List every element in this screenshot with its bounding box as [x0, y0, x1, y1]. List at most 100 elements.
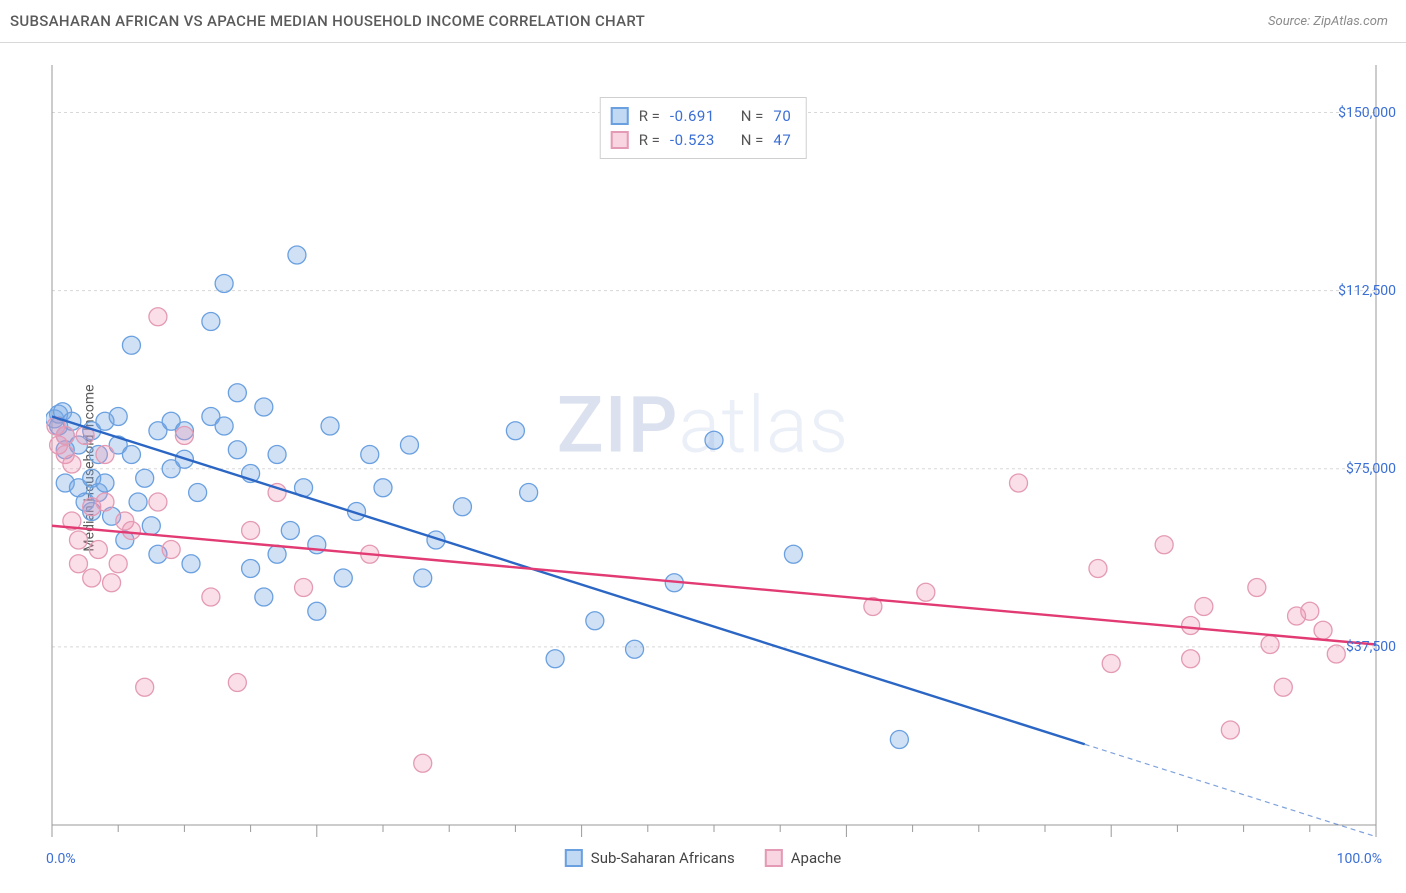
data-point-s1	[586, 612, 604, 630]
x-min-label: 0.0%	[46, 851, 76, 867]
data-point-s1	[268, 545, 286, 563]
data-point-s2	[96, 446, 114, 464]
chart-area: Median Household Income ZIPatlas $37,500…	[0, 43, 1406, 893]
data-point-s1	[242, 560, 260, 578]
data-point-s1	[626, 640, 644, 658]
data-point-s1	[255, 398, 273, 416]
data-point-s2	[69, 531, 87, 549]
data-point-s2	[56, 427, 74, 445]
data-point-s1	[784, 545, 802, 563]
data-point-s1	[142, 517, 160, 535]
data-point-s2	[149, 308, 167, 326]
data-point-s2	[1314, 621, 1332, 639]
legend-swatch-s1	[565, 849, 583, 867]
data-point-s2	[136, 678, 154, 696]
data-point-s1	[202, 313, 220, 331]
data-point-s1	[308, 602, 326, 620]
data-point-s2	[89, 541, 107, 559]
data-point-s2	[1195, 598, 1213, 616]
data-point-s1	[361, 446, 379, 464]
data-point-s2	[1274, 678, 1292, 696]
correlation-legend: R = -0.691 N = 70 R = -0.523 N = 47	[600, 97, 807, 159]
r-value-s2: -0.523	[670, 128, 715, 152]
data-point-s1	[453, 498, 471, 516]
data-point-s1	[268, 446, 286, 464]
scatter-plot	[46, 55, 1382, 845]
data-point-s2	[109, 555, 127, 573]
data-point-s1	[189, 484, 207, 502]
x-max-label: 100.0%	[1337, 851, 1382, 867]
legend-item-s1: Sub-Saharan Africans	[565, 849, 735, 867]
data-point-s2	[1182, 617, 1200, 635]
y-tick-label: $112,500	[1338, 283, 1396, 299]
data-point-s2	[1155, 536, 1173, 554]
data-point-s1	[122, 336, 140, 354]
data-point-s2	[1010, 474, 1028, 492]
regression-extrapolation-s1	[1085, 744, 1376, 836]
data-point-s1	[546, 650, 564, 668]
legend-swatch-s2	[765, 849, 783, 867]
data-point-s1	[215, 417, 233, 435]
y-tick-label: $37,500	[1346, 639, 1396, 655]
data-point-s1	[705, 431, 723, 449]
data-point-s1	[414, 569, 432, 587]
data-point-s1	[182, 555, 200, 573]
source-attribution: Source: ZipAtlas.com	[1268, 14, 1388, 29]
y-tick-label: $75,000	[1346, 461, 1396, 477]
data-point-s1	[136, 469, 154, 487]
bottom-legend: Sub-Saharan Africans Apache	[565, 849, 841, 867]
data-point-s2	[83, 569, 101, 587]
chart-title: SUBSAHARAN AFRICAN VS APACHE MEDIAN HOUS…	[10, 12, 645, 30]
data-point-s2	[1089, 560, 1107, 578]
data-point-s1	[288, 246, 306, 264]
data-point-s1	[215, 275, 233, 293]
data-point-s1	[520, 484, 538, 502]
corr-row-s2: R = -0.523 N = 47	[611, 128, 792, 152]
data-point-s1	[228, 384, 246, 402]
data-point-s2	[1327, 645, 1345, 663]
data-point-s1	[228, 441, 246, 459]
legend-label-s1: Sub-Saharan Africans	[591, 849, 735, 867]
data-point-s2	[1248, 579, 1266, 597]
data-point-s2	[295, 579, 313, 597]
data-point-s1	[281, 522, 299, 540]
data-point-s2	[69, 555, 87, 573]
data-point-s2	[1102, 655, 1120, 673]
y-tick-label: $150,000	[1338, 105, 1396, 121]
data-point-s2	[1261, 636, 1279, 654]
data-point-s2	[175, 427, 193, 445]
n-value-s2: 47	[773, 128, 791, 152]
data-point-s1	[129, 493, 147, 511]
data-point-s1	[109, 408, 127, 426]
data-point-s1	[321, 417, 339, 435]
r-value-s1: -0.691	[670, 104, 715, 128]
data-point-s2	[242, 522, 260, 540]
data-point-s2	[63, 455, 81, 473]
data-point-s2	[149, 493, 167, 511]
data-point-s1	[255, 588, 273, 606]
data-point-s2	[162, 541, 180, 559]
data-point-s2	[1182, 650, 1200, 668]
chart-header: SUBSAHARAN AFRICAN VS APACHE MEDIAN HOUS…	[0, 0, 1406, 43]
data-point-s1	[890, 731, 908, 749]
n-value-s1: 70	[773, 104, 791, 128]
data-point-s2	[1221, 721, 1239, 739]
data-point-s2	[202, 588, 220, 606]
data-point-s2	[414, 754, 432, 772]
data-point-s2	[103, 574, 121, 592]
data-point-s1	[374, 479, 392, 497]
data-point-s1	[506, 422, 524, 440]
data-point-s1	[122, 446, 140, 464]
data-point-s1	[334, 569, 352, 587]
regression-line-s1	[52, 417, 1085, 745]
legend-label-s2: Apache	[791, 849, 841, 867]
data-point-s2	[122, 522, 140, 540]
corr-row-s1: R = -0.691 N = 70	[611, 104, 792, 128]
data-point-s2	[96, 493, 114, 511]
data-point-s1	[96, 474, 114, 492]
data-point-s1	[400, 436, 418, 454]
corr-swatch-s1	[611, 107, 629, 125]
data-point-s2	[917, 583, 935, 601]
data-point-s2	[228, 674, 246, 692]
data-point-s2	[1301, 602, 1319, 620]
